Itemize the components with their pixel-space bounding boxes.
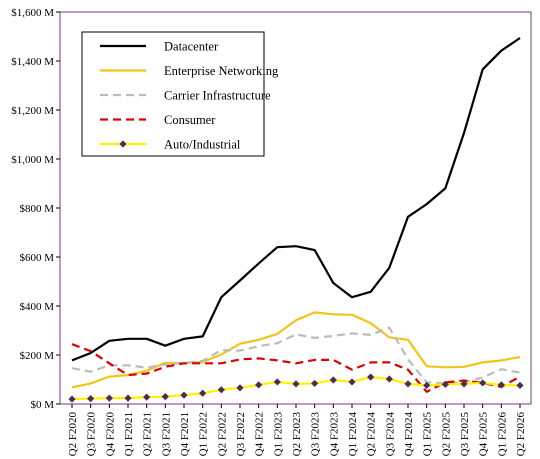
x-tick-label: Q3 F2020 [86, 412, 98, 457]
x-axis: Q2 F2020 Q3 F2020 Q4 F2020 Q1 F2021 Q2 F2021… [67, 404, 527, 456]
data-point-auto-industrial [329, 376, 337, 384]
data-point-auto-industrial [217, 386, 225, 394]
series-line-consumer [71, 343, 521, 393]
x-tick-label: Q1 F2021 [123, 412, 135, 456]
x-tick-label: Q2 F2020 [67, 412, 79, 457]
y-axis: $0 M $200 M $400 M $600 M $800 M $1,000 M $1,2… [11, 7, 60, 411]
x-tick-label: Q4 F2025 [478, 412, 490, 457]
data-point-auto-industrial [124, 394, 132, 402]
legend-marker-auto-industrial [119, 140, 127, 148]
legend-label-enterprise-networking: Enterprise Networking [164, 64, 279, 78]
data-point-auto-industrial [479, 379, 487, 387]
data-point-auto-industrial [423, 381, 431, 389]
data-point-auto-industrial [161, 393, 169, 401]
x-tick-label: Q3 F2021 [160, 412, 172, 456]
x-tick-label: Q3 F2022 [235, 412, 247, 456]
data-point-auto-industrial [348, 378, 356, 386]
x-tick-label: Q3 F2023 [310, 412, 322, 457]
legend-box [81, 31, 265, 157]
x-tick-label: Q4 F2021 [179, 412, 191, 456]
data-point-auto-industrial [105, 394, 113, 402]
data-point-auto-industrial [367, 373, 375, 381]
data-point-auto-industrial [236, 384, 244, 392]
x-tick-label: Q2 F2021 [142, 412, 154, 456]
legend-label-auto-industrial: Auto/Industrial [164, 138, 241, 152]
y-tick-label: $1,400 M [11, 56, 54, 68]
data-point-auto-industrial [497, 381, 505, 389]
x-tick-label: Q1 F2025 [422, 412, 434, 457]
data-point-auto-industrial [180, 391, 188, 399]
y-tick-label: $1,000 M [11, 154, 54, 166]
legend-label-consumer: Consumer [164, 113, 216, 127]
y-tick-label: $600 M [19, 252, 54, 264]
data-point-auto-industrial [385, 375, 393, 383]
data-point-auto-industrial [199, 389, 207, 397]
y-tick-label: $1,600 M [11, 7, 54, 19]
data-point-auto-industrial [311, 379, 319, 388]
legend-label-carrier-infrastructure: Carrier Infrastructure [164, 89, 271, 103]
x-tick-label: Q2 F2024 [366, 412, 378, 457]
x-tick-label: Q1 F2024 [347, 412, 359, 457]
data-point-auto-industrial [273, 378, 281, 386]
x-tick-label: Q1 F2022 [198, 412, 210, 456]
data-point-auto-industrial [460, 380, 468, 388]
data-point-auto-industrial [292, 380, 300, 388]
data-point-auto-industrial [255, 381, 263, 389]
x-tick-label: Q2 F2026 [515, 412, 527, 457]
x-tick-label: Q2 F2023 [291, 412, 303, 457]
data-point-auto-industrial [68, 395, 76, 403]
x-tick-label: Q1 F2026 [496, 412, 508, 457]
y-tick-label: $0 M [30, 399, 54, 411]
x-tick-label: Q2 F2025 [440, 412, 452, 457]
data-point-auto-industrial [441, 380, 449, 388]
data-point-auto-industrial [516, 381, 524, 389]
series-line-enterprise-networking [71, 311, 521, 389]
y-tick-label: $1,200 M [11, 105, 54, 117]
data-point-auto-industrial [143, 393, 151, 401]
y-tick-label: $800 M [19, 203, 54, 215]
data-point-auto-industrial [87, 395, 95, 403]
x-tick-label: Q4 F2024 [403, 412, 415, 457]
x-tick-label: Q2 F2022 [216, 412, 228, 456]
x-tick-label: Q3 F2024 [384, 412, 396, 457]
legend: Datacenter Enterprise Networking Carrier I… [81, 31, 279, 157]
data-point-auto-industrial [404, 380, 412, 388]
x-tick-label: Q4 F2020 [104, 412, 116, 457]
x-tick-label: Q4 F2022 [254, 412, 266, 456]
series-layer [68, 37, 524, 403]
series-line-datacenter [71, 37, 521, 362]
legend-label-datacenter: Datacenter [164, 40, 219, 54]
x-tick-label: Q4 F2023 [328, 412, 340, 457]
y-tick-label: $200 M [19, 350, 54, 362]
x-tick-label: Q3 F2025 [459, 412, 471, 457]
x-tick-label: Q1 F2023 [272, 412, 284, 457]
y-tick-label: $400 M [19, 301, 54, 313]
